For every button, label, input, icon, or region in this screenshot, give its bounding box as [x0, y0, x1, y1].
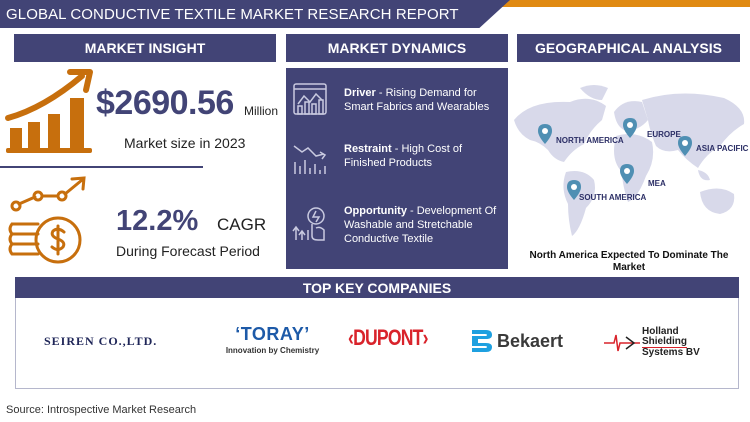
market-size-unit: Million	[244, 104, 279, 118]
toray-tagline: Innovation by Chemistry	[225, 346, 320, 355]
map-pin-icon	[538, 124, 552, 144]
market-size-value: $2690.56	[96, 84, 234, 122]
region-label: SOUTH AMERICA	[579, 193, 647, 202]
geo-dominance-note: North America Expected To Dominate The M…	[529, 250, 729, 273]
holland-line-3: Systems BV	[642, 347, 700, 358]
orange-accent-bar	[480, 0, 750, 7]
map-pin-icon	[567, 180, 581, 200]
market-dynamics-panel: Driver - Rising Demand for Smart Fabrics…	[286, 68, 508, 269]
market-insight-header: MARKET INSIGHT	[14, 34, 276, 62]
bekaert-name: Bekaert	[497, 330, 564, 351]
holland-line-1: Holland	[642, 326, 679, 337]
restraint-type: Restraint	[344, 143, 392, 155]
holland-shielding-logo: Holland Shielding Systems BV	[604, 327, 700, 358]
cagr-label: CAGR	[217, 215, 267, 234]
opportunity-type: Opportunity	[344, 205, 407, 217]
source-note: Source: Introspective Market Research	[6, 404, 197, 416]
map-pin-icon	[623, 118, 637, 138]
driver-text: Rising Demand for Smart Fabrics and Wear…	[344, 87, 490, 113]
report-title: GLOBAL CONDUCTIVE TEXTILE MARKET RESEARC…	[6, 6, 459, 23]
restraint-sep: -	[391, 143, 402, 155]
bekaert-mark-icon	[472, 330, 492, 352]
market-insight-header-label: MARKET INSIGHT	[84, 40, 206, 56]
region-label: MEA	[648, 179, 666, 188]
companies-header-label: TOP KEY COMPANIES	[302, 279, 452, 296]
market-dynamics-header-label: MARKET DYNAMICS	[327, 40, 467, 56]
market-size-label: Market size in 2023	[124, 135, 246, 151]
toray-name: TORAY	[240, 324, 305, 344]
region-label: NORTH AMERICA	[556, 136, 624, 145]
driver-sep: -	[375, 87, 386, 99]
opportunity-text: Development Of Washable and Stretchable …	[344, 205, 497, 245]
insight-divider	[0, 166, 203, 168]
holland-line-2: Shielding	[642, 336, 687, 348]
restraint-text: High Cost of Finished Products	[344, 143, 462, 169]
region-label: ASIA PACIFIC	[696, 144, 749, 153]
declining-chart-icon	[293, 145, 327, 174]
report-title-bar: GLOBAL CONDUCTIVE TEXTILE MARKET RESEARC…	[0, 0, 510, 28]
bekaert-logo: Bekaert	[472, 330, 563, 352]
companies-header: TOP KEY COMPANIES	[15, 277, 739, 298]
opportunity-idea-icon	[292, 207, 325, 241]
growth-bar-chart-icon	[5, 69, 93, 153]
map-pin-icon	[678, 136, 692, 156]
coin-growth-icon	[8, 176, 86, 264]
dupont-logo: ‹DUPONT›	[348, 325, 428, 350]
cagr-subtitle: During Forecast Period	[116, 243, 260, 259]
region-label: EUROPE	[647, 130, 681, 139]
seiren-logo: SEIREN CO.,LTD.	[44, 334, 158, 348]
map-pin-icon	[620, 164, 634, 184]
toray-logo: ‘TORAY’ Innovation by Chemistry	[220, 324, 325, 355]
analytics-dashboard-icon	[293, 83, 327, 115]
geographical-analysis-header: GEOGRAPHICAL ANALYSIS	[517, 34, 740, 62]
opportunity-sep: -	[406, 205, 417, 217]
market-dynamics-header: MARKET DYNAMICS	[286, 34, 508, 62]
dupont-name: DUPONT	[353, 325, 423, 350]
cagr-value: 12.2%	[116, 205, 199, 237]
signal-pulse-icon	[604, 334, 640, 351]
driver-type: Driver	[344, 87, 376, 99]
geographical-analysis-header-label: GEOGRAPHICAL ANALYSIS	[535, 40, 722, 56]
